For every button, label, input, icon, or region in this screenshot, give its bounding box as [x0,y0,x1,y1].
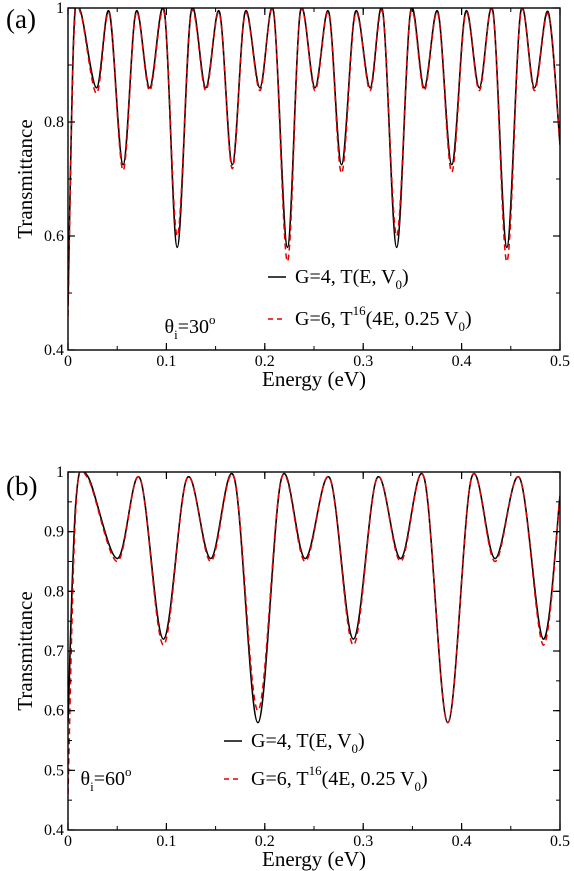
series-line [68,472,560,795]
x-tick-label: 0.5 [550,353,570,370]
x-tick-label: 0.5 [550,833,570,850]
x-tick-label: 0 [64,833,72,850]
y-tick-label: 0.4 [44,342,64,359]
y-axis-title: Transmittance [13,591,37,710]
y-tick-label: 0.8 [44,583,64,600]
legend-entry: G=4, T(E, V0) [295,266,409,292]
x-tick-label: 0.1 [156,833,176,850]
x-tick-label: 0.3 [353,353,373,370]
angle-annotation: θi=30o [165,312,216,342]
x-tick-label: 0.4 [452,353,472,370]
chart-panel: 0 0.1 0.2 0.3 0.4 0.5 0.4 0.6 0.8 1 Energy (eV) Tra… [6,0,570,391]
x-axis-title: Energy (eV) [262,367,366,391]
legend-entry: G=6, T16(4E, 0.25 V0) [295,303,472,334]
y-tick-label: 1 [56,464,64,481]
x-axis-title: Energy (eV) [262,847,366,871]
y-tick-label: 0.6 [44,703,64,720]
panel-label: (a) [6,4,36,34]
x-tick-label: 0 [64,353,72,370]
y-tick-label: 0.6 [44,228,64,245]
series-line [68,8,560,316]
y-tick-label: 1 [56,0,64,17]
x-tick-label: 0.3 [353,833,373,850]
angle-annotation: θi=60o [81,764,132,794]
chart-panel: 0 0.1 0.2 0.3 0.4 0.5 0.4 0.5 0.6 0.7 0.8 0.9 1 Energ… [6,464,570,871]
y-tick-label: 0.9 [44,524,64,541]
legend-entry: G=6, T16(4E, 0.25 V0) [251,763,428,794]
panel-label: (b) [6,471,37,501]
y-tick-label: 0.4 [44,822,64,839]
y-tick-label: 0.8 [44,114,64,131]
plot-frame [67,7,561,351]
y-axis-title: Transmittance [13,119,37,238]
series-line [68,472,560,724]
legend-entry: G=4, T(E, V0) [251,730,365,756]
x-tick-label: 0.2 [255,353,275,370]
x-tick-label: 0.1 [156,353,176,370]
x-tick-label: 0.4 [452,833,472,850]
y-tick-label: 0.5 [44,762,64,779]
y-tick-label: 0.7 [44,643,64,660]
x-tick-label: 0.2 [255,833,275,850]
